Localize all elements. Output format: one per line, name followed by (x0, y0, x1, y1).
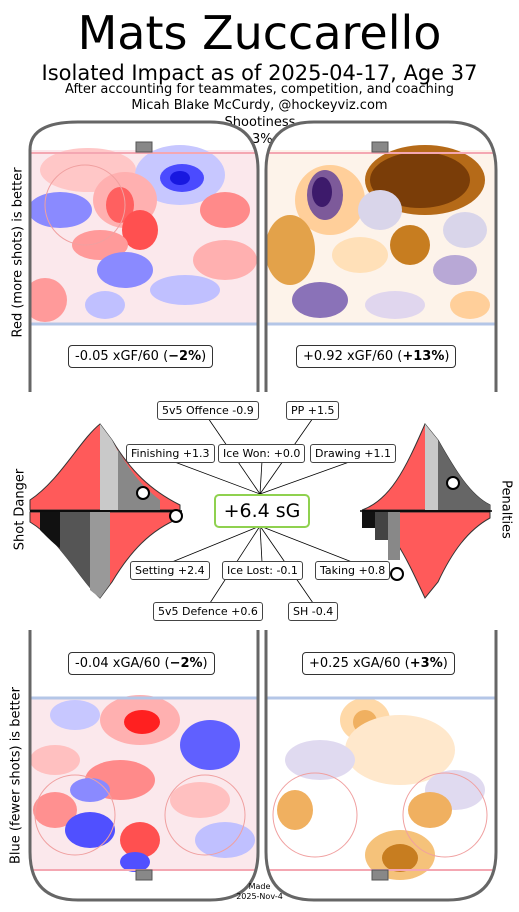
total-impact: +6.4 sG (214, 494, 310, 528)
offence-pp-heatmap (266, 122, 496, 392)
xgf-5v5-close: ) (201, 349, 207, 364)
xgf-pp-close: ) (444, 349, 450, 364)
xgf-pp-text: +0.92 xGF/60 ( (303, 349, 403, 364)
xga-5v5-close: ) (202, 656, 208, 671)
impact-setting: Setting +2.4 (130, 561, 210, 580)
xga-sh-box: +0.25 xGA/60 (+3%) (302, 652, 455, 675)
impact-ice-lost: Ice Lost: -0.1 (222, 561, 303, 580)
author-credit: Micah Blake McCurdy, @hockeyviz.com (131, 98, 388, 113)
made-date: 2025-Nov-4 (236, 892, 283, 901)
player-name: Mats Zuccarello (77, 6, 442, 60)
impact-5v5-defence: 5v5 Defence +0.6 (153, 602, 263, 621)
impact-5v5-offence: 5v5 Offence -0.9 (157, 401, 259, 420)
xgf-pp-pct: +13% (402, 349, 445, 364)
defence-5v5-heatmap (30, 630, 258, 900)
xgf-5v5-box: -0.05 xGF/60 (−2%) (68, 345, 214, 368)
xgf-pp-box: +0.92 xGF/60 (+13%) (296, 345, 457, 368)
made-label: Made (248, 882, 271, 891)
impact-finishing: Finishing +1.3 (126, 444, 215, 463)
penalties-distribution (360, 423, 492, 599)
impact-ice-won: Ice Won: +0.0 (218, 444, 306, 463)
impact-sh: SH -0.4 (288, 602, 339, 621)
xgf-5v5-pct: −2% (168, 349, 202, 364)
chart-subtitle: Isolated Impact as of 2025-04-17, Age 37 (41, 61, 478, 85)
shot-danger-distribution (29, 423, 183, 599)
impact-taking: Taking +0.8 (315, 561, 391, 580)
shot-danger-label: Shot Danger (12, 468, 28, 551)
xgf-5v5-text: -0.05 xGF/60 ( (75, 349, 169, 364)
xga-sh-close: ) (442, 656, 448, 671)
xga-5v5-pct: −2% (169, 656, 203, 671)
bottom-axis-label: Blue (fewer shots) is better (8, 687, 24, 864)
penalties-label: Penalties (498, 480, 514, 539)
xga-5v5-text: -0.04 xGA/60 ( (75, 656, 170, 671)
xga-sh-text: +0.25 xGA/60 ( (309, 656, 410, 671)
xga-sh-pct: +3% (409, 656, 443, 671)
defence-sh-heatmap (266, 630, 496, 900)
impact-drawing: Drawing +1.1 (310, 444, 396, 463)
impact-pp: PP +1.5 (286, 401, 340, 420)
top-axis-label: Red (more shots) is better (10, 167, 26, 338)
xga-5v5-box: -0.04 xGA/60 (−2%) (68, 652, 215, 675)
context-note: After accounting for teammates, competit… (65, 82, 454, 97)
shootiness-label: Shootiness (224, 115, 296, 130)
